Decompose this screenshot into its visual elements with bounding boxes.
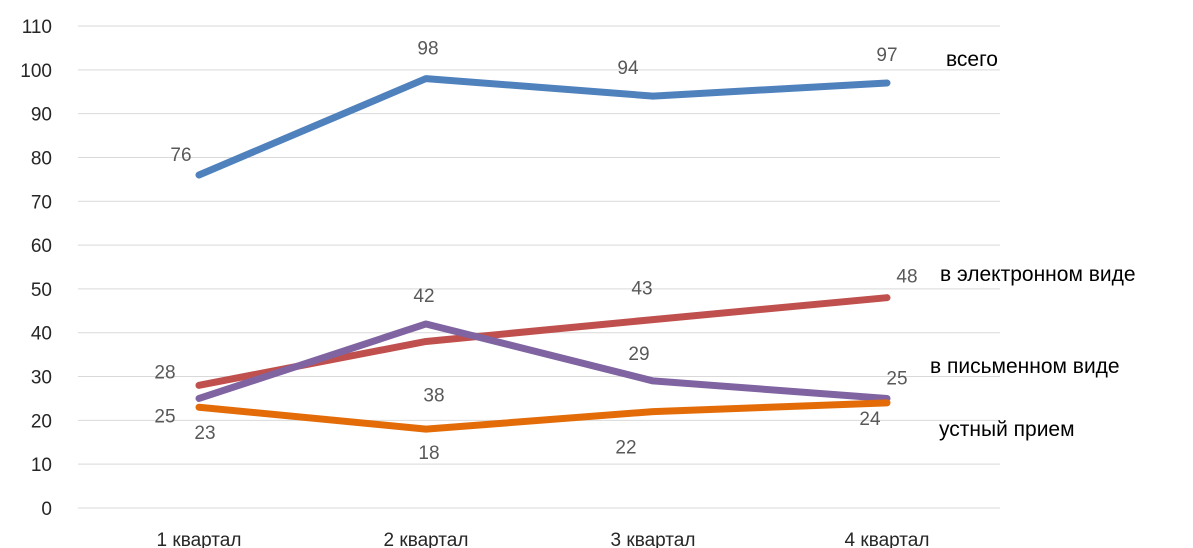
x-tick-label: 1 квартал: [157, 530, 242, 548]
data-label: 97: [876, 45, 897, 66]
y-tick-label: 10: [31, 455, 52, 476]
y-tick-label: 40: [31, 324, 52, 345]
series-line: [195, 320, 891, 402]
series-name-label: устный прием: [939, 418, 1075, 441]
y-axis-ticks: 0 10 20 30 40 50 60 70 80 90 100 110: [20, 17, 52, 520]
y-tick-label: 100: [20, 61, 52, 82]
data-label: 22: [615, 438, 636, 459]
data-label: 38: [423, 385, 444, 406]
series-lines: [195, 75, 891, 433]
series-labels: всего в электронном виде в письменном виде…: [930, 48, 1136, 441]
data-label: 42: [413, 286, 434, 307]
data-label: 43: [631, 279, 652, 300]
y-tick-label: 80: [31, 148, 52, 169]
data-label: 28: [154, 362, 175, 383]
x-tick-label: 2 квартал: [384, 530, 469, 548]
y-tick-label: 90: [31, 105, 52, 126]
data-label: 24: [859, 409, 881, 430]
y-tick-label: 20: [31, 411, 52, 432]
x-axis-ticks: 1 квартал 2 квартал 3 квартал 4 квартал: [157, 530, 930, 548]
data-label: 76: [170, 145, 191, 166]
data-label: 18: [418, 443, 439, 464]
series-line: [195, 294, 891, 389]
y-tick-label: 30: [31, 368, 52, 389]
data-label: 23: [194, 423, 215, 444]
gridlines: [78, 25, 1000, 509]
y-tick-label: 50: [31, 280, 52, 301]
data-labels: 76 98 94 97 28 38 43 48 25 42 29 25 23 18 22 24: [154, 39, 917, 465]
series-line: [195, 399, 891, 433]
data-label: 48: [896, 267, 917, 288]
series-name-label: в письменном виде: [930, 355, 1120, 378]
series-line: [195, 75, 891, 179]
x-tick-label: 3 квартал: [611, 530, 696, 548]
data-label: 25: [154, 406, 175, 427]
y-tick-label: 70: [31, 192, 52, 213]
data-label: 94: [617, 58, 639, 79]
data-label: 29: [628, 344, 649, 365]
y-tick-label: 60: [31, 236, 52, 257]
data-label: 98: [417, 39, 438, 60]
data-label: 25: [886, 368, 907, 389]
series-name-label: в электронном виде: [940, 263, 1136, 286]
x-tick-label: 4 квартал: [845, 530, 930, 548]
y-tick-label: 0: [41, 499, 52, 520]
y-tick-label: 110: [22, 17, 52, 38]
series-name-label: всего: [946, 48, 998, 71]
